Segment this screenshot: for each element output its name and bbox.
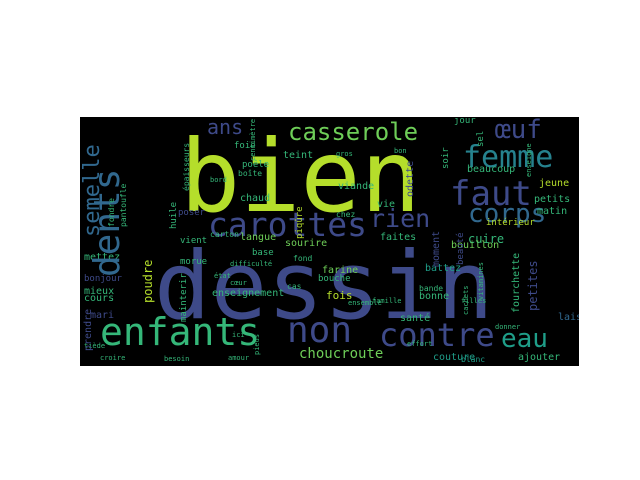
word: croire [100,354,126,362]
word: jour [454,117,476,126]
word: bien [180,118,421,235]
word: enseignement [212,288,285,299]
word: soir [441,147,451,169]
word: vitamines [477,262,485,300]
word: foie [234,141,256,151]
word: mainterir [179,273,189,322]
word: semelle [80,144,105,237]
word: langue [240,232,277,243]
word: contre [379,316,495,354]
word: huile [169,201,179,229]
word: jeune [539,178,570,189]
word: fois [326,289,353,302]
word: vie [377,199,396,210]
word: rien [370,204,431,233]
word: donner [495,323,521,331]
word: chaud [240,193,271,204]
word: piqûre [295,206,305,239]
word: ensemble [348,299,382,307]
word: tiède [84,342,106,350]
word: boîte [238,169,263,178]
word: gros [336,150,353,158]
word: enseigne [525,143,533,177]
word: fondre [107,198,116,227]
word: enfants [100,310,261,354]
word: bande [419,284,444,293]
word: centimètre [249,118,257,161]
word: choucroute [299,346,384,362]
word: bonne [419,291,450,302]
word: cachets [462,285,470,315]
word: bouche [318,274,351,284]
word: vient [180,236,208,246]
word: base [252,248,274,258]
word: non [287,310,353,351]
word: laissez [558,312,579,323]
word: santé [400,313,431,324]
word: couture [433,352,476,363]
word: sel [476,130,486,147]
word: blanc [461,355,486,364]
word: beaucoup [467,164,516,175]
word: état [214,272,231,280]
word: effort [407,340,433,348]
word: ans [207,117,244,139]
word: poêle [242,160,270,170]
word: bouillon [451,240,500,251]
word: cœur [230,279,247,287]
word: besoin [164,355,190,363]
word: ici [232,331,245,339]
word: difficulté [230,260,273,268]
word: femme [463,140,554,175]
word: dessin [154,232,494,341]
word: pantoufle [119,183,128,227]
word: fond [293,254,313,263]
word: faut [450,174,532,214]
word: faites [380,232,417,243]
word: viande [338,181,375,192]
word: prendre [83,308,94,351]
word: pieds [253,333,261,355]
word: œuf [495,117,542,145]
word: morue [180,257,208,267]
word: filles [461,297,487,305]
word: épaisseurs [182,142,191,191]
word: famille [372,297,402,305]
word: ajouter [518,352,561,363]
word-cloud: dessin bien enfants non contre eau femme… [80,117,579,366]
word: mettez [84,252,121,263]
word: petites [526,260,540,311]
word: carton [210,230,239,239]
word: sourire [285,238,328,249]
word: casserole [288,118,419,146]
word: battez [425,263,462,274]
word: bon [394,147,407,155]
word: odette [405,160,416,197]
word: bonjour [84,274,122,284]
word: moment [431,230,442,267]
word: mari [90,310,115,321]
word: cas [287,282,302,291]
word: poudre [141,259,155,303]
word: chez [336,210,356,219]
word: amour [228,354,250,362]
word: poser [178,208,206,218]
word: teint [283,150,314,161]
word: bord [210,176,227,184]
word: fourchette [511,252,522,313]
word: intérieur [486,218,535,228]
word: mieux [84,286,115,297]
word: matin [537,206,568,217]
word: carottes [208,205,367,244]
word: beauté [456,232,466,265]
word: petits [534,194,571,205]
word: cours [84,293,115,304]
word: eau [501,324,548,354]
word: farine [322,265,359,276]
word: cuire [468,232,505,246]
word: corps [468,199,547,229]
